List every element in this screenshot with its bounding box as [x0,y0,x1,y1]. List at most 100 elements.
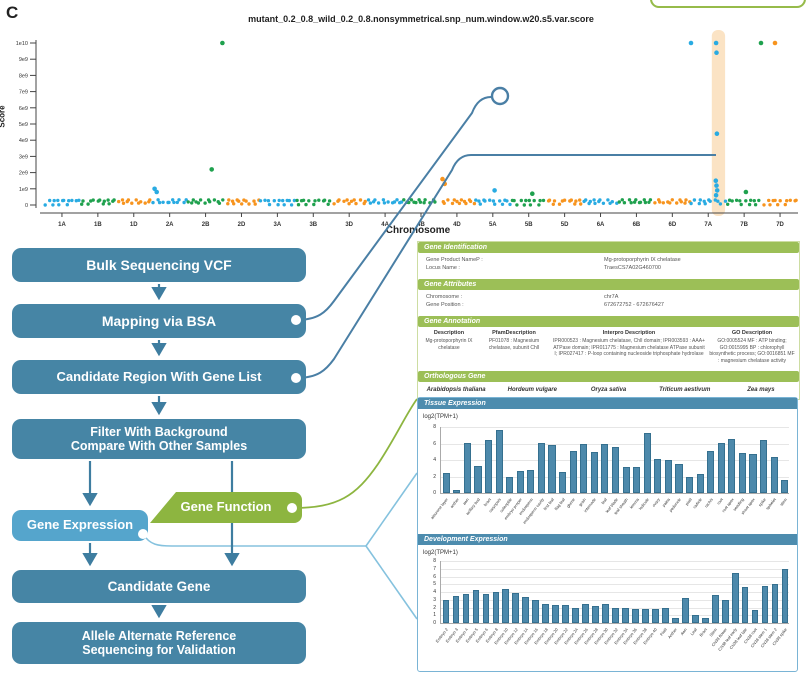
bar [474,465,482,493]
snp-point [177,198,181,202]
snp-point [708,199,712,203]
snp-point [418,200,423,204]
snp-point [161,200,165,204]
gene-position-label: Gene Position : [426,302,464,308]
manhattan-ylabel: Score [0,105,7,128]
flow-box-filter-background: Filter With Background Compare With Othe… [12,419,306,459]
snp-peak-point [209,167,214,172]
gene-attributes-header: Gene Attributes [418,279,799,290]
snp-point [697,201,701,206]
snp-peak-point [743,189,749,195]
snp-point [332,202,336,206]
y-tick-label: 2 [433,473,436,480]
snp-point [281,198,285,203]
y-tick-label: 1 [433,612,436,619]
y-tick-label: 5 [433,581,436,588]
x-tick-label: aleurone layer [429,497,450,521]
y-tick-label: 9e9 [19,57,28,63]
snp-point [203,201,207,205]
snp-point [62,198,66,203]
snp-point [634,198,638,202]
snp-point [505,199,509,203]
y-tick-label: 5e9 [19,122,28,128]
snp-point [106,198,110,202]
y-tick-label: 0 [433,620,436,626]
expression-panel: Tissue Expression log2(TPM+1) 0 2 4 6 8 aleur… [417,397,798,672]
bar [701,617,709,623]
bar [771,583,779,623]
snp-point [232,202,236,206]
y-tick-label: 7e9 [19,90,28,96]
manhattan-title: mutant_0.2_0.8_wild_0.2_0.8.nonsymmetric… [248,14,594,24]
x-tick-label: Bract [698,627,709,638]
snp-point [515,203,519,207]
snp-point [562,198,567,202]
gene-product-value: Mg-protoporphyrin IX chelatase [604,257,681,263]
snp-point [230,199,235,203]
bar [671,617,679,623]
snp-point [376,201,381,205]
snp-point [574,199,578,203]
bar [506,476,514,493]
snp-point [661,201,665,205]
snp-point [739,202,743,207]
snp-point [620,198,624,202]
tissue-expression-header: Tissue Expression [418,398,797,409]
snp-point [512,198,516,203]
species-zea: Zea mays [747,387,775,393]
snp-point [212,198,217,202]
bar [760,440,768,493]
snp-point [519,198,523,203]
bar [572,607,579,623]
snp-point [352,198,356,202]
snp-peak-point [714,131,720,136]
snp-point [610,200,614,204]
section-gene-attributes: Gene Attributes Chromosome : chr7A Gene P… [418,279,799,313]
y-tick-label: 4e9 [19,138,28,144]
leader-expression-branch-bottom [365,545,418,620]
bar [741,587,749,623]
x-tick-label: leaf [599,497,608,506]
snp-point [464,201,468,206]
gridline [441,599,789,601]
snp-point [726,202,730,206]
snp-point [382,201,387,205]
snp-point [139,200,143,204]
snp-point [208,200,212,204]
snp-peak-point [714,50,719,55]
snp-point [196,201,201,205]
flow-box-candidate-region: Candidate Region With Gene List [12,360,306,394]
snp-point [292,198,297,203]
bar [721,599,729,623]
bar [728,439,736,493]
gridline [441,592,789,593]
bar [495,430,503,493]
snp-point [684,198,688,202]
chromosome-tick-label: 7B [740,222,748,228]
annotation-col-go: GO Description [731,330,773,336]
snp-point [81,199,85,203]
snp-point [327,199,332,203]
snp-peak-point [714,183,719,188]
snp-point [312,202,316,207]
bar [738,452,746,493]
snp-point [358,198,363,202]
flow-box-allele-validation: Allele Alternate Reference Sequencing fo… [12,622,306,664]
snp-point [598,198,602,202]
snp-peak-point [772,40,778,46]
snp-point [638,200,643,204]
x-tick-label: anther [448,497,460,510]
bar [485,440,493,493]
snp-point [120,198,125,202]
bar [622,466,630,493]
snp-point [307,199,311,203]
tissue-ylabel: log2(TPM+1) [423,414,458,420]
snp-point [578,198,582,202]
clipped-green-box [650,0,806,8]
bar [781,568,789,623]
snp-point [253,202,257,206]
snp-point [692,198,697,202]
bar [492,592,500,623]
bar [643,432,651,493]
snp-point [477,199,481,203]
